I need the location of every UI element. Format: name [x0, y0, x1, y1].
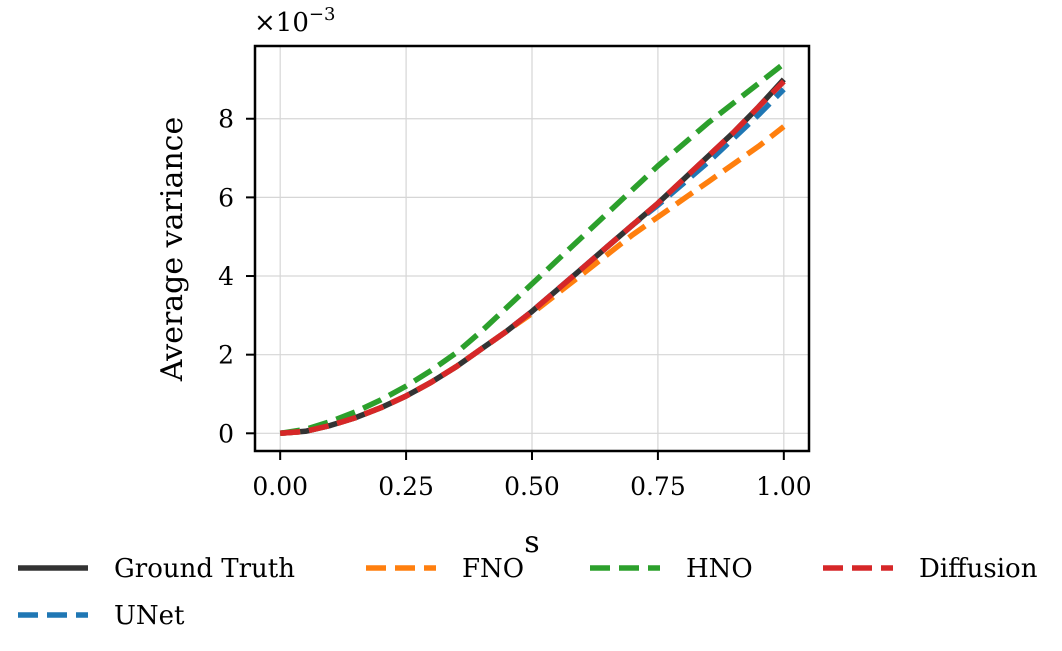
legend: Ground Truth FNO HNO Diffusion UNet — [18, 554, 1038, 631]
x-tick-label: 0.00 — [252, 472, 308, 501]
axis-ticks: 0.00 0.25 0.50 0.75 1.00 0 2 4 6 8 — [218, 105, 812, 501]
legend-label-hno: HNO — [686, 554, 753, 584]
x-tick-label: 0.50 — [504, 472, 560, 501]
y-tick-label: 0 — [218, 419, 234, 448]
series-lines — [279, 61, 786, 437]
grid-lines — [255, 46, 809, 451]
legend-label-unet: UNet — [114, 601, 185, 631]
x-tick-label: 0.75 — [630, 472, 686, 501]
x-axis-label: s — [524, 525, 539, 560]
y-axis-label: Average variance — [155, 117, 190, 382]
x-tick-label: 0.25 — [378, 472, 434, 501]
series-line-unet — [279, 87, 786, 437]
y-tick-label: 2 — [218, 341, 234, 370]
x-tick-label: 1.00 — [756, 472, 812, 501]
y-tick-label: 8 — [218, 105, 234, 134]
legend-label-ground-truth: Ground Truth — [114, 554, 295, 584]
y-multiplier-base: ×10 — [254, 8, 309, 38]
series-line-hno — [279, 61, 786, 437]
series-line-diffusion — [279, 79, 786, 437]
y-tick-label: 6 — [218, 183, 234, 212]
y-tick-label: 4 — [218, 262, 234, 291]
y-multiplier-exponent: −3 — [309, 4, 336, 25]
legend-label-fno: FNO — [462, 554, 524, 584]
legend-label-diffusion: Diffusion — [919, 554, 1038, 584]
y-multiplier: ×10−3 — [254, 4, 335, 38]
